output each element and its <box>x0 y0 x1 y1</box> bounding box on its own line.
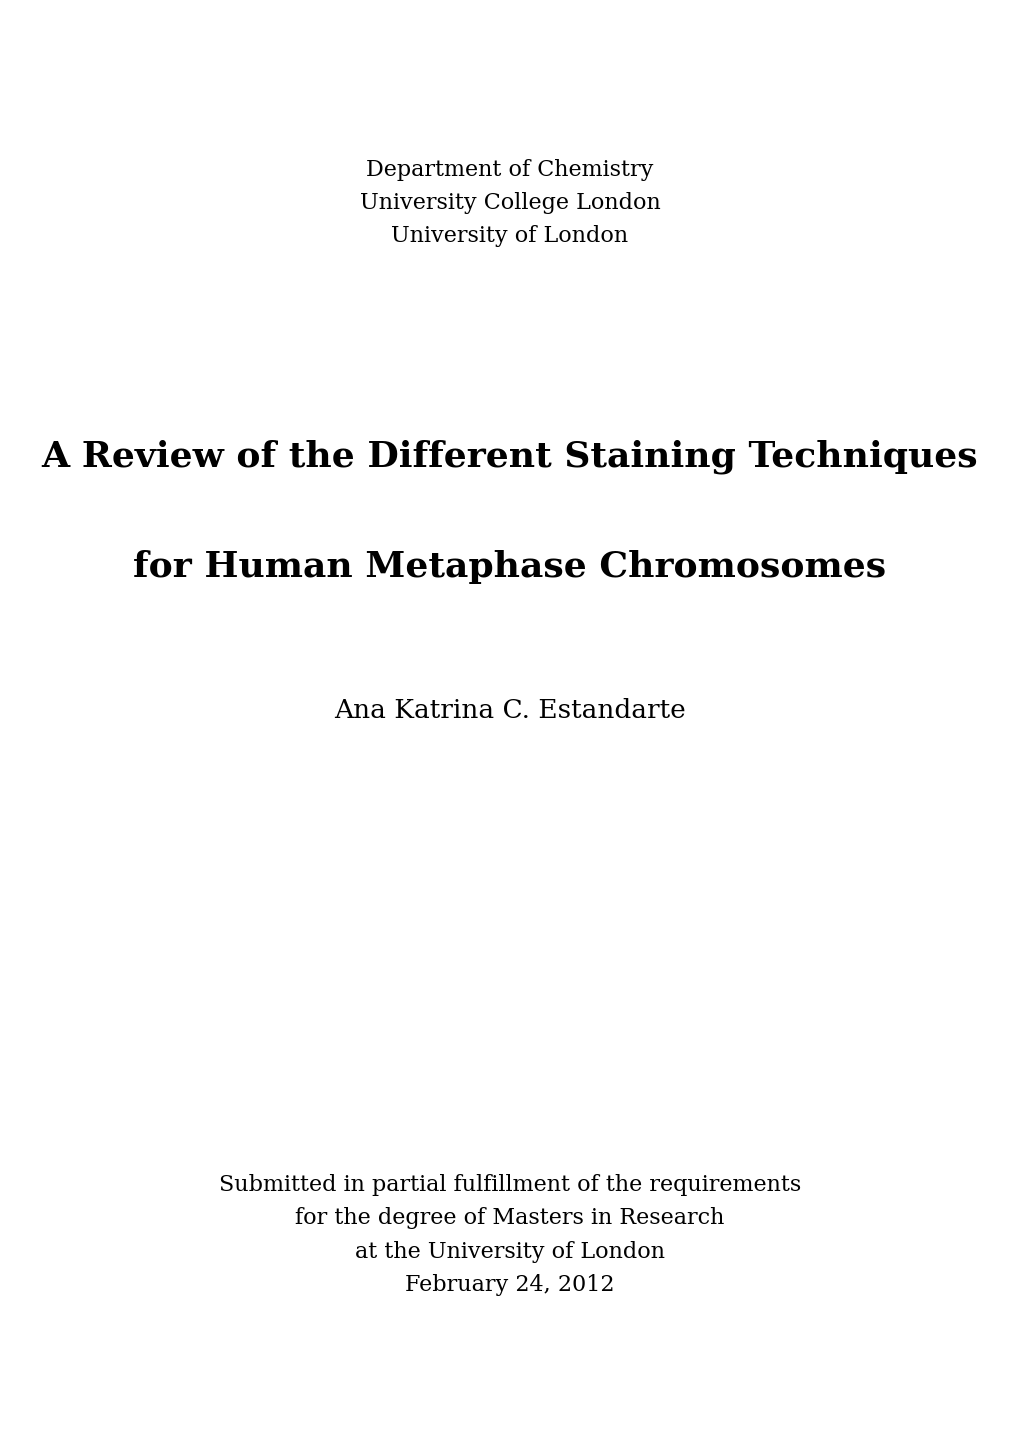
Text: ♖UCL: ♖UCL <box>424 917 595 972</box>
Text: A Review of the Different Staining Techniques: A Review of the Different Staining Techn… <box>42 440 977 474</box>
Text: February 24, 2012: February 24, 2012 <box>405 1273 614 1296</box>
Text: for the degree of Masters in Research: for the degree of Masters in Research <box>296 1207 723 1230</box>
Text: for Human Metaphase Chromosomes: for Human Metaphase Chromosomes <box>133 549 886 584</box>
Text: University College London: University College London <box>360 192 659 215</box>
Text: Submitted in partial fulfillment of the requirements: Submitted in partial fulfillment of the … <box>219 1174 800 1197</box>
Text: Ana Katrina C. Estandarte: Ana Katrina C. Estandarte <box>334 698 685 724</box>
Text: Department of Chemistry: Department of Chemistry <box>366 159 653 182</box>
Text: University of London: University of London <box>391 225 628 248</box>
Text: at the University of London: at the University of London <box>355 1240 664 1263</box>
